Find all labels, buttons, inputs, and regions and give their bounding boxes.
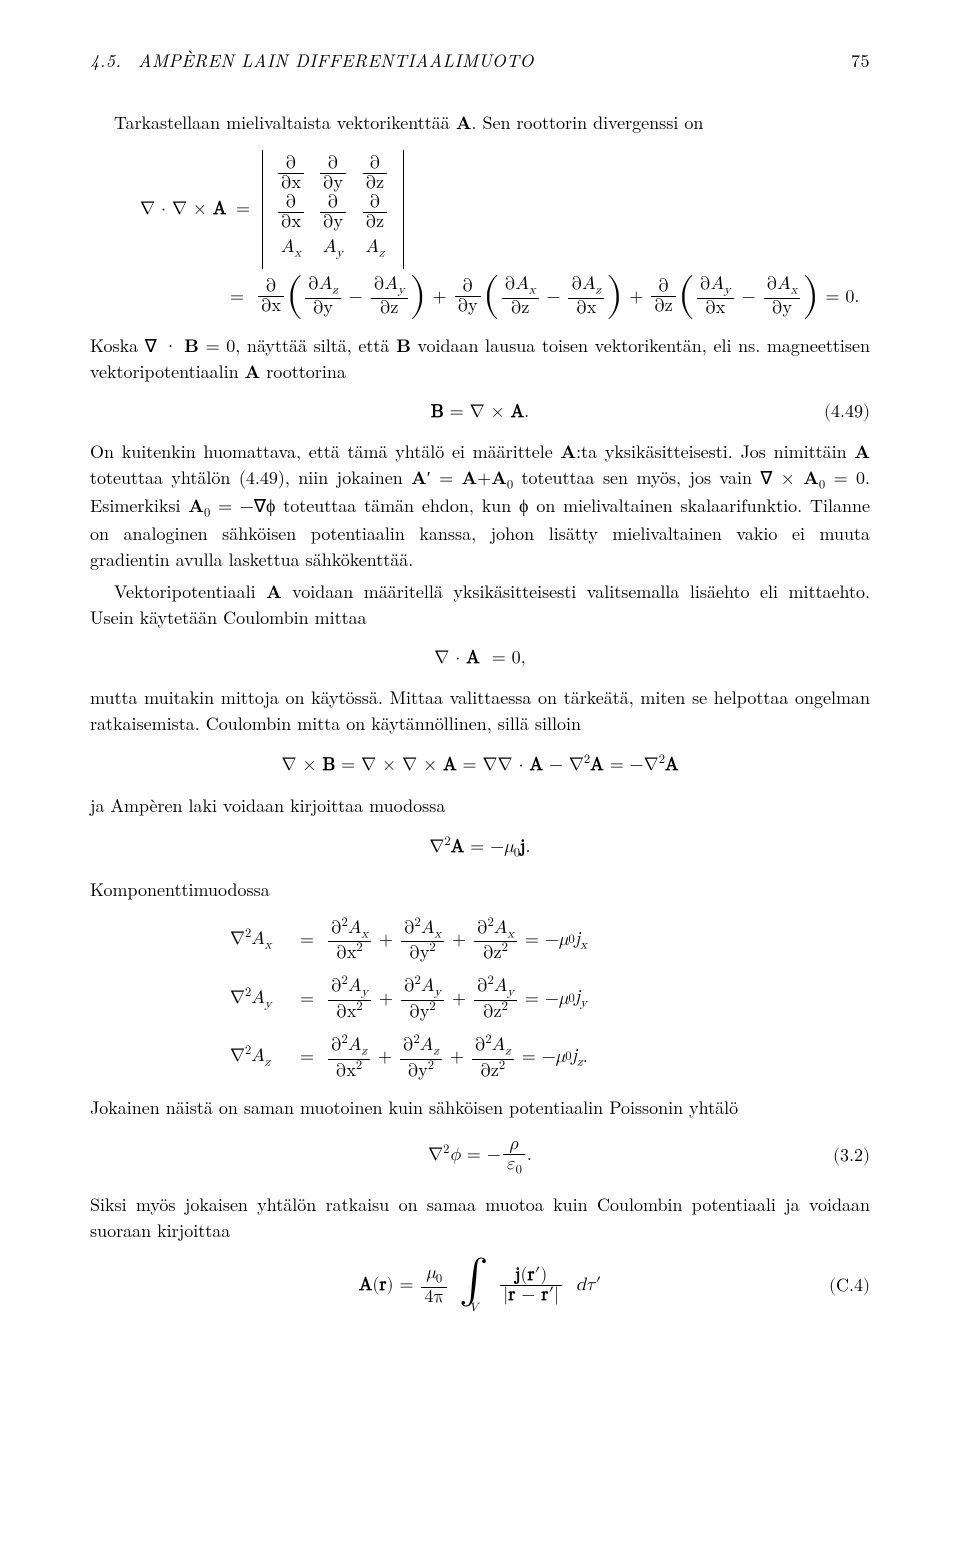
p2a: Koska ∇ · bbox=[90, 333, 184, 358]
vec-A-4: A bbox=[854, 439, 870, 464]
para-8: Jokainen näistä on saman muotoinen kuin … bbox=[90, 1095, 870, 1121]
eq-3-2: ∇2ϕ = −ρε0. (3.2) bbox=[90, 1135, 870, 1178]
eq-divcurl-rhs: = 0. bbox=[825, 284, 859, 310]
p3c: toteuttaa yhtälön (4.49), niin jokainen bbox=[90, 465, 411, 490]
eqnum-32: (3.2) bbox=[833, 1143, 870, 1169]
para-1-tail: . Sen roottorin divergenssi on bbox=[471, 110, 703, 135]
page-number: 75 bbox=[851, 48, 870, 74]
eq-div-curl: ∇ · ∇ × A = ∂∂x ∂∂y ∂∂z ∂∂x ∂∂y ∂∂z Ax A… bbox=[90, 150, 870, 319]
vec-B: B bbox=[184, 333, 199, 358]
para-5: mutta muitakin mittoja on käytössä. Mitt… bbox=[90, 685, 870, 737]
page: 4.5. AMPÈREN LAIN DIFFERENTIAALIMUOTO 75… bbox=[0, 0, 960, 1388]
section-title: AMPÈREN LAIN DIFFERENTIAALIMUOTO bbox=[138, 48, 534, 73]
p3d: toteuttaa sen myös, jos vain ∇ × bbox=[513, 465, 803, 490]
eq-C4: A(r) = μ04π ∫V j(r′) |r − r′| dτ′ (C.4) bbox=[90, 1258, 870, 1314]
vec-A-3: A bbox=[560, 439, 576, 464]
eqnum-C4: (C.4) bbox=[829, 1273, 870, 1299]
vec-B-2: B bbox=[396, 333, 411, 358]
eqnum-449: (4.49) bbox=[824, 399, 870, 425]
p3a: On kuitenkin huomattava, että tämä yhtäl… bbox=[90, 439, 560, 464]
p4a: Vektoripotentiaali bbox=[114, 579, 266, 604]
para-4: Vektoripotentiaali A voidaan määritellä … bbox=[90, 579, 870, 631]
header-left: 4.5. AMPÈREN LAIN DIFFERENTIAALIMUOTO bbox=[90, 48, 534, 74]
section-number: 4.5. bbox=[90, 48, 121, 73]
p2b: = 0, näyttää siltä, että bbox=[199, 333, 396, 358]
vec-A: A bbox=[456, 110, 472, 135]
vec-A-2: A bbox=[245, 359, 261, 384]
para-1: Tarkastellaan mielivaltaista vektorikent… bbox=[90, 110, 870, 136]
vec-A-5: A bbox=[266, 579, 282, 604]
para-2: Koska ∇ · B = 0, näyttää siltä, että B v… bbox=[90, 333, 870, 385]
p2d: roottorina bbox=[260, 359, 346, 384]
para-9: Siksi myös jokaisen yhtälön ratkaisu on … bbox=[90, 1192, 870, 1244]
eq-vector-poisson: ∇2A = −μ0j. bbox=[90, 833, 870, 863]
eq-curl-curl: ∇ × B = ∇ × ∇ × A = ∇∇ · A − ∇2A = −∇2A bbox=[90, 751, 870, 778]
running-header: 4.5. AMPÈREN LAIN DIFFERENTIAALIMUOTO 75 bbox=[90, 48, 870, 74]
para-1-text: Tarkastellaan mielivaltaista vektorikent… bbox=[114, 110, 456, 135]
para-3: On kuitenkin huomattava, että tämä yhtäl… bbox=[90, 439, 870, 573]
eq-4-49: B = ∇ × A. (4.49) bbox=[90, 399, 870, 425]
eq-coulomb-gauge: ∇ · A = 0, bbox=[90, 645, 870, 671]
p3b: :ta yksikäsitteisesti. Jos nimittäin bbox=[576, 439, 854, 464]
para-6: ja Ampèren laki voidaan kirjoittaa muodo… bbox=[90, 793, 870, 819]
eq-components: ∇2Ax = ∂2Ax∂x2 + ∂2Ax∂y2 + ∂2Ax∂z2 = −μ0… bbox=[90, 917, 870, 1081]
para-7: Komponenttimuodossa bbox=[90, 877, 870, 903]
determinant: ∂∂x ∂∂y ∂∂z ∂∂x ∂∂y ∂∂z Ax Ay Az bbox=[262, 150, 404, 269]
